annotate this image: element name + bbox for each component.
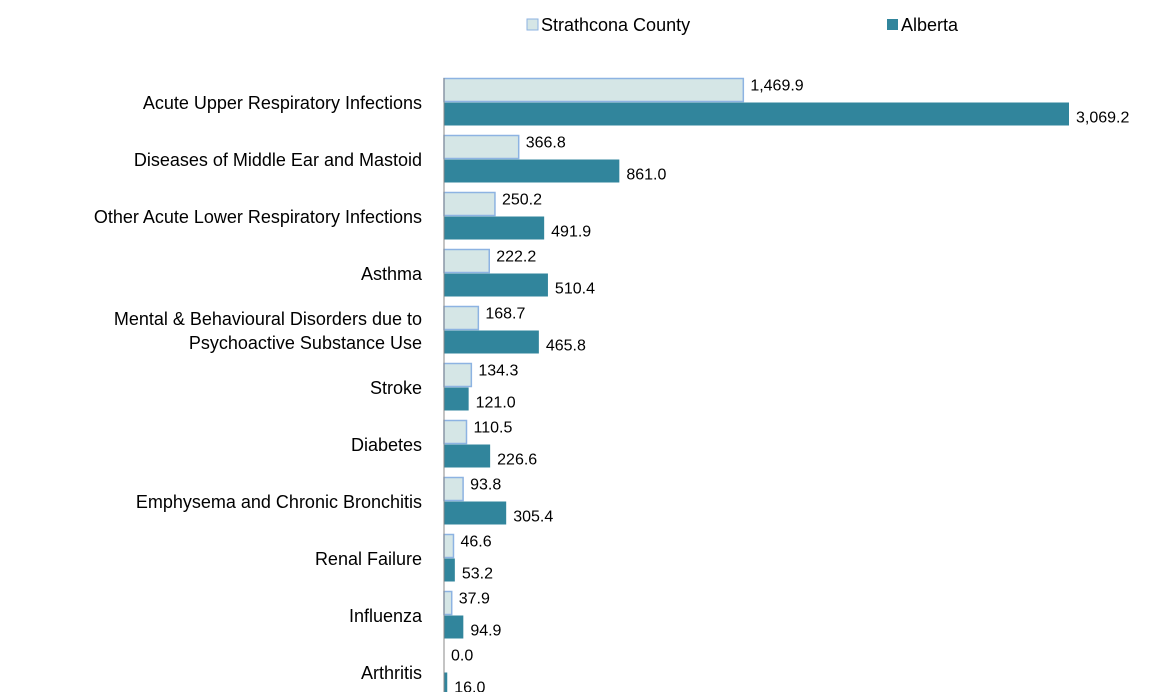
value-label: 121.0 (476, 395, 516, 412)
value-label: 53.2 (462, 566, 493, 583)
category-label: Mental & Behavioural Disorders due to Ps… (113, 309, 422, 353)
bar (443, 134, 520, 160)
bar (444, 501, 507, 525)
value-label: 465.8 (546, 338, 586, 355)
category-label: Other Acute Lower Respiratory Infections (93, 207, 422, 227)
bar (444, 444, 491, 468)
category-label: Diseases of Middle Ear and Mastoid (133, 150, 422, 170)
value-label: 93.8 (470, 477, 501, 494)
value-label: 3,069.2 (1076, 110, 1129, 127)
bar (443, 419, 468, 445)
value-label: 16.0 (454, 680, 485, 692)
value-label: 110.5 (474, 420, 513, 437)
value-label: 46.6 (460, 534, 491, 551)
category-label: Arthritis (360, 663, 422, 683)
bar (443, 191, 496, 217)
legend-label: Alberta (901, 15, 959, 35)
bar (443, 77, 745, 103)
category-label: Asthma (360, 264, 422, 284)
bar (444, 159, 620, 183)
value-label: 134.3 (478, 363, 518, 380)
bar (443, 476, 464, 502)
value-label: 0.0 (451, 648, 473, 665)
bar (444, 558, 455, 582)
value-label: 1,469.9 (750, 78, 803, 95)
bar (443, 533, 455, 559)
bar (444, 102, 1069, 126)
value-label: 37.9 (459, 591, 490, 608)
value-label: 491.9 (551, 224, 591, 241)
bar (444, 273, 548, 297)
category-label: Renal Failure (314, 549, 422, 569)
bar (444, 330, 539, 354)
value-label: 226.6 (497, 452, 537, 469)
value-label: 305.4 (513, 509, 553, 526)
legend-swatch (887, 19, 898, 30)
category-label: Acute Upper Respiratory Infections (142, 93, 422, 113)
bar (444, 672, 448, 692)
value-label: 250.2 (502, 192, 542, 209)
value-label: 222.2 (496, 249, 536, 266)
legend-label: Strathcona County (541, 15, 690, 35)
category-label: Emphysema and Chronic Bronchitis (135, 492, 422, 512)
bar (444, 615, 464, 639)
category-label: Stroke (369, 378, 422, 398)
value-label: 168.7 (485, 306, 525, 323)
value-label: 861.0 (626, 167, 666, 184)
bar (443, 362, 473, 388)
bar (444, 387, 469, 411)
bar (444, 216, 545, 240)
category-label: Influenza (348, 606, 422, 626)
value-label: 510.4 (555, 281, 595, 298)
bar (443, 305, 480, 331)
legend-swatch (526, 18, 539, 31)
value-label: 366.8 (526, 135, 566, 152)
bar (443, 590, 453, 616)
value-label: 94.9 (470, 623, 501, 640)
bar (443, 248, 490, 274)
category-label: Diabetes (350, 435, 422, 455)
